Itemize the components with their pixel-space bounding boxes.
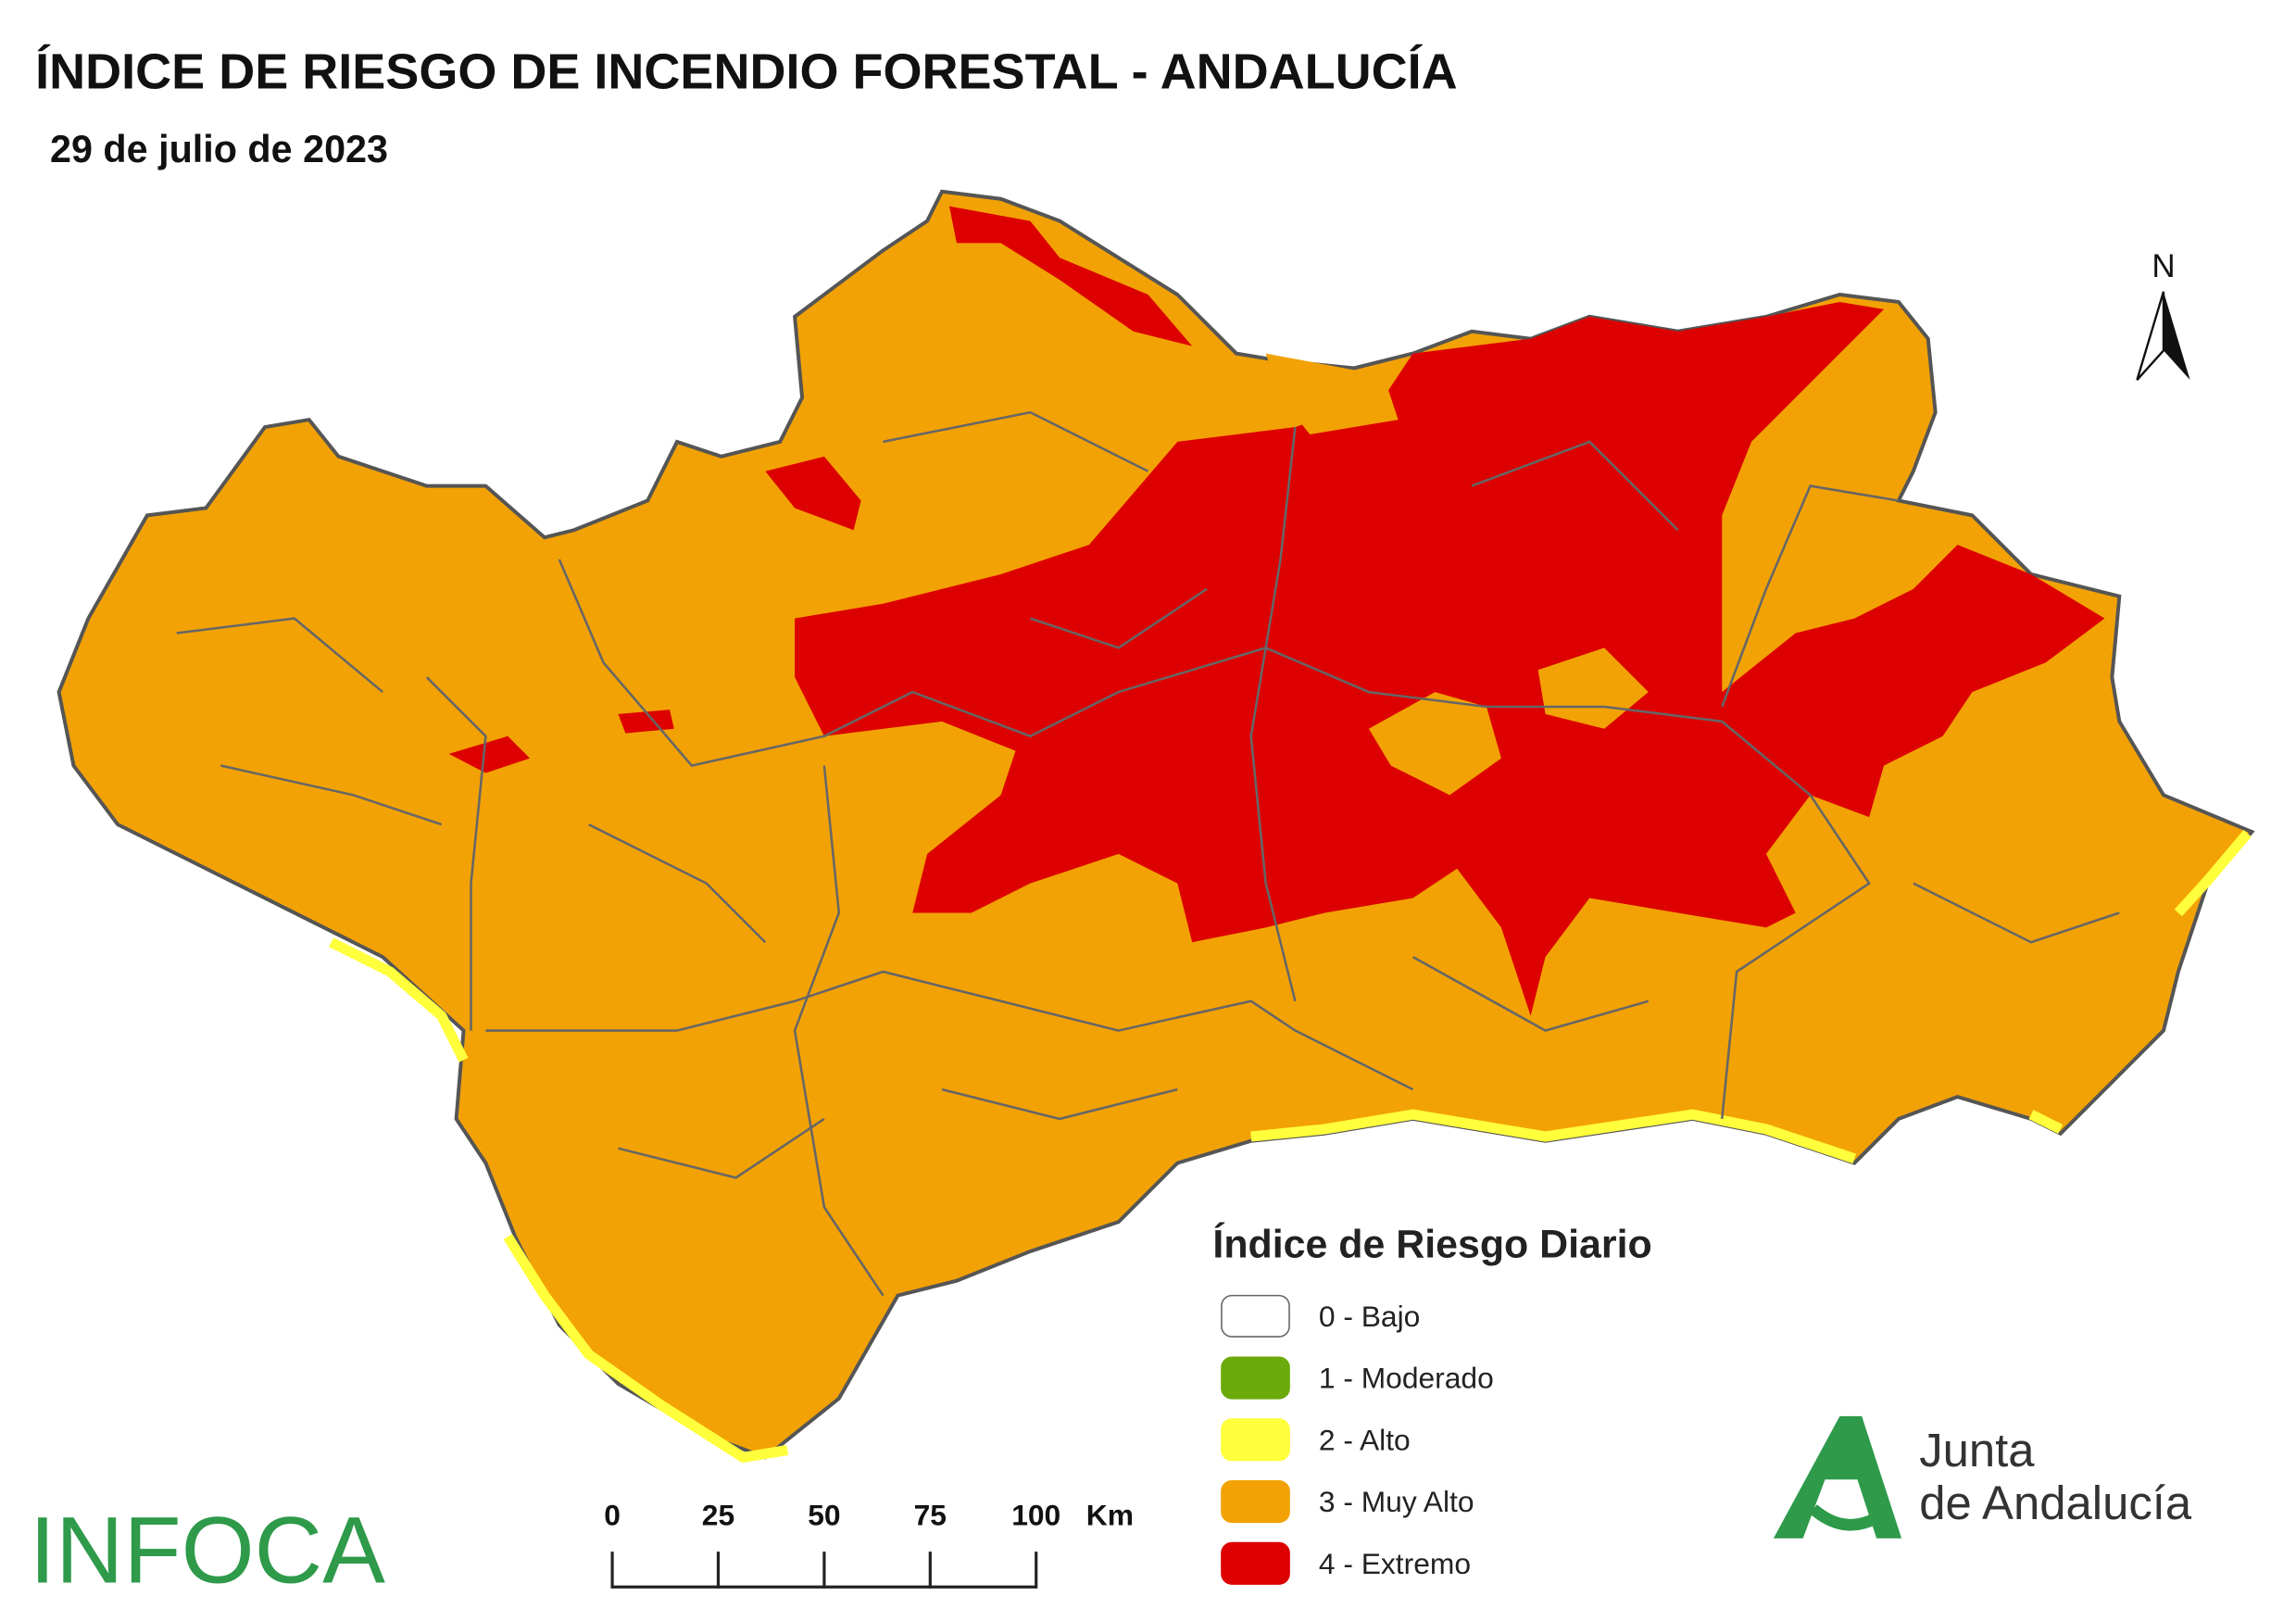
very-high-zone [1265,353,1399,434]
junta-logo-mark [1809,1504,1888,1531]
extreme-zone [765,456,861,531]
legend: 0 - Bajo 1 - Moderado 2 - Alto 3 - Muy Alto… [1221,1294,1494,1585]
legend-label: 2 - Alto [1319,1423,1411,1456]
map-date: 29 de julio de 2023 [50,128,388,170]
north-label: N [2152,248,2175,284]
junta-logo-text: Junta [1919,1424,2035,1476]
scale-unit: Km [1086,1499,1134,1532]
very-high-zone [1368,692,1501,796]
legend-swatch [1221,1418,1290,1462]
legend-label: 4 - Extremo [1319,1547,1471,1580]
junta-logo-text: de Andalucía [1919,1476,2192,1529]
legend-title: Índice de Riesgo Diario [1212,1222,1651,1266]
region-map [56,189,2255,1464]
extreme-zone [448,735,531,773]
municipal-border [176,410,2120,1179]
high-coast-strip [1250,830,2252,1164]
legend-label: 0 - Bajo [1319,1300,1420,1333]
scale-tick-label: 50 [808,1499,840,1532]
legend-swatch [1221,1294,1290,1338]
legend-swatch [1221,1541,1290,1585]
scale-tick-label: 100 [1011,1499,1060,1532]
province-border [793,426,1900,1297]
north-arrow [2136,291,2165,381]
junta-logo-mark [1773,1415,1902,1539]
scale-tick-label: 25 [702,1499,734,1532]
legend-label: 3 - Muy Alto [1319,1485,1474,1518]
extreme-zone [795,301,2105,1016]
scale-tick-label: 0 [604,1499,621,1532]
map-title: ÍNDICE DE RIESGO DE INCENDIO FORESTAL - … [35,44,1458,100]
high-coast-strip [329,937,789,1464]
province-border [425,676,1414,1091]
legend-label: 1 - Moderado [1319,1362,1494,1395]
scale-bar: 0 25 50 75 100 Km [604,1499,1134,1589]
scale-tick-label: 75 [914,1499,947,1532]
borders [176,410,2120,1297]
infoca-logo: INFOCA [30,1497,385,1602]
legend-swatch [1221,1480,1290,1524]
extreme-zone [948,206,1193,346]
legend-swatch [1221,1356,1290,1400]
province-border [558,559,1871,1120]
